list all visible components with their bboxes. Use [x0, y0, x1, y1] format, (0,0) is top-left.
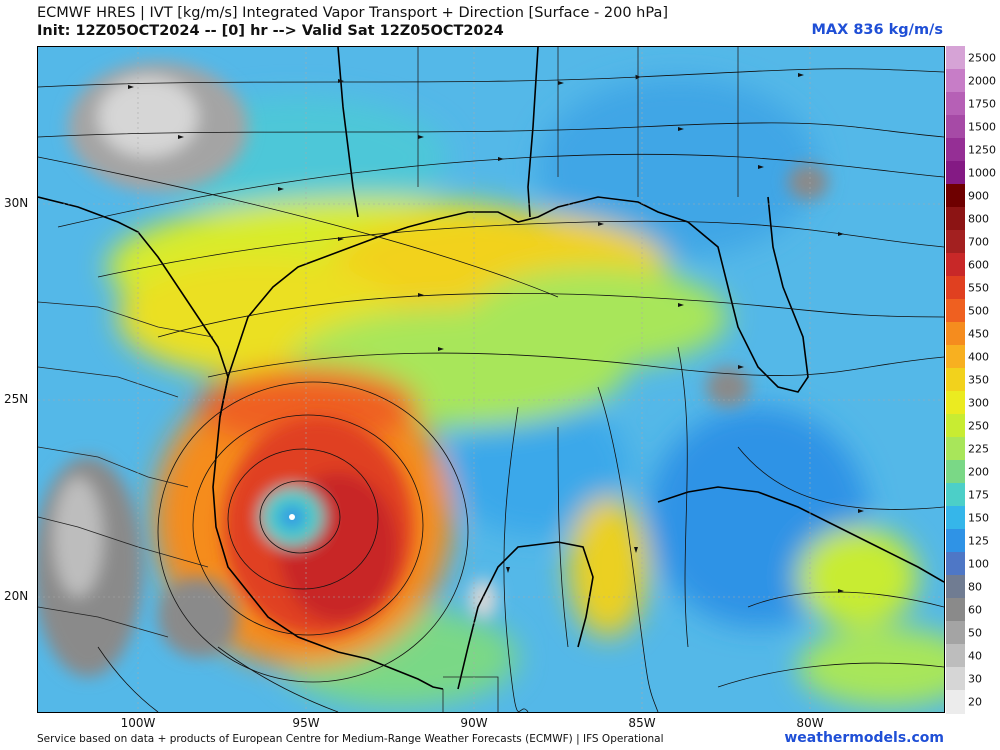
map-title: ECMWF HRES | IVT [kg/m/s] Integrated Vap… — [37, 4, 668, 40]
colorbar-tick-label: 450 — [968, 327, 989, 340]
borders — [38, 47, 739, 712]
colorbar-segment — [946, 575, 965, 599]
colorbar-tick-label: 175 — [968, 488, 989, 501]
colorbar-segment — [946, 644, 965, 668]
colorbar-tick-label: 225 — [968, 442, 989, 455]
colorbar-segment — [946, 506, 965, 530]
colorbar-tick-label: 600 — [968, 258, 989, 271]
colorbar-tick-label: 200 — [968, 465, 989, 478]
colorbar-segment — [946, 276, 965, 300]
colorbar-segment — [946, 345, 965, 369]
lat-label-20n: 20N — [4, 589, 29, 603]
brand-link[interactable]: weathermodels.com — [784, 730, 944, 746]
colorbar-tick-label: 300 — [968, 396, 989, 409]
colorbar-segment — [946, 138, 965, 162]
colorbar-tick-label: 1500 — [968, 120, 996, 133]
colorbar-tick-label: 800 — [968, 212, 989, 225]
colorbar-segment — [946, 621, 965, 645]
lon-label-95w: 95W — [292, 716, 320, 730]
colorbar-segment — [946, 483, 965, 507]
ivt-map — [37, 46, 945, 713]
ivt-colorbar — [946, 46, 965, 714]
colorbar-segment — [946, 690, 965, 714]
vapor-transport-streamlines — [38, 68, 944, 712]
colorbar-tick-label: 80 — [968, 580, 982, 593]
graticule — [38, 47, 944, 712]
colorbar-tick-label: 350 — [968, 373, 989, 386]
colorbar-tick-label: 1750 — [968, 97, 996, 110]
colorbar-segment — [946, 414, 965, 438]
colorbar-tick-label: 50 — [968, 626, 982, 639]
footer-credit: Service based on data + products of Euro… — [37, 733, 664, 745]
colorbar-tick-label: 700 — [968, 235, 989, 248]
max-value-label: MAX 836 kg/m/s — [811, 22, 943, 38]
colorbar-tick-label: 550 — [968, 281, 989, 294]
colorbar-tick-label: 40 — [968, 649, 982, 662]
colorbar-segment — [946, 529, 965, 553]
colorbar-segment — [946, 368, 965, 392]
colorbar-segment — [946, 230, 965, 254]
colorbar-tick-label: 2500 — [968, 51, 996, 64]
lon-label-90w: 90W — [460, 716, 488, 730]
title-line-2: Init: 12Z05OCT2024 -- [0] hr --> Valid S… — [37, 23, 504, 39]
colorbar-segment — [946, 299, 965, 323]
lat-label-25n: 25N — [4, 392, 29, 406]
lon-label-85w: 85W — [628, 716, 656, 730]
colorbar-tick-label: 400 — [968, 350, 989, 363]
colorbar-tick-label: 60 — [968, 603, 982, 616]
colorbar-tick-label: 150 — [968, 511, 989, 524]
lon-label-100w: 100W — [120, 716, 156, 730]
colorbar-tick-label: 125 — [968, 534, 989, 547]
colorbar-segment — [946, 161, 965, 185]
colorbar-segment — [946, 46, 965, 70]
colorbar-segment — [946, 92, 965, 116]
colorbar-tick-label: 20 — [968, 695, 982, 708]
lat-label-30n: 30N — [4, 196, 29, 210]
colorbar-segment — [946, 552, 965, 576]
colorbar-segment — [946, 598, 965, 622]
colorbar-tick-label: 1250 — [968, 143, 996, 156]
colorbar-tick-label: 2000 — [968, 74, 996, 87]
colorbar-tick-label: 500 — [968, 304, 989, 317]
colorbar-segment — [946, 322, 965, 346]
colorbar-segment — [946, 115, 965, 139]
lon-label-80w: 80W — [796, 716, 824, 730]
colorbar-segment — [946, 667, 965, 691]
colorbar-segment — [946, 69, 965, 93]
colorbar-tick-label: 900 — [968, 189, 989, 202]
colorbar-tick-label: 100 — [968, 557, 989, 570]
colorbar-tick-label: 30 — [968, 672, 982, 685]
colorbar-tick-label: 250 — [968, 419, 989, 432]
colorbar-segment — [946, 253, 965, 277]
title-line-1: ECMWF HRES | IVT [kg/m/s] Integrated Vap… — [37, 5, 669, 21]
streamline-arrows — [128, 73, 864, 593]
colorbar-segment — [946, 391, 965, 415]
ivt-map-canvas — [38, 47, 944, 712]
colorbar-segment — [946, 207, 965, 231]
colorbar-segment — [946, 460, 965, 484]
colorbar-segment — [946, 437, 965, 461]
colorbar-tick-label: 1000 — [968, 166, 996, 179]
cyclone-center — [289, 514, 295, 520]
colorbar-segment — [946, 184, 965, 208]
